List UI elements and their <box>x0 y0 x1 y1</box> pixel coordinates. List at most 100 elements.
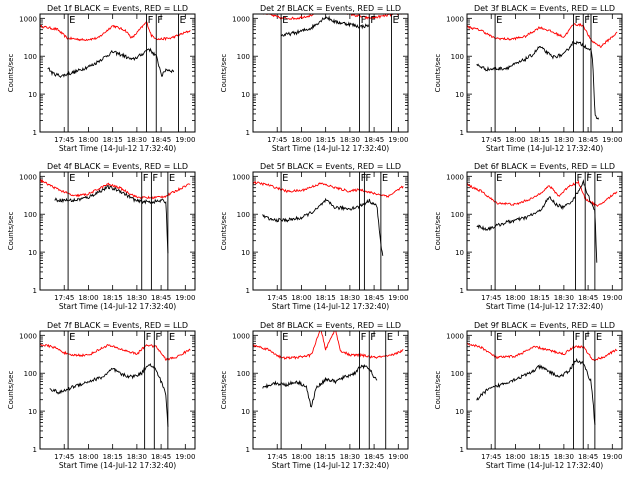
y-tick-label: 10 <box>241 249 250 257</box>
x-tick-label: 19:00 <box>602 294 622 302</box>
event-flag-label: F <box>361 332 367 343</box>
y-tick-label: 100 <box>451 53 464 61</box>
events-series-line <box>476 40 600 120</box>
x-tick-label: 17:45 <box>267 453 287 461</box>
x-tick-label: 17:45 <box>54 453 74 461</box>
y-tick-label: 10 <box>455 91 464 99</box>
y-tick-label: 10 <box>455 249 464 257</box>
x-tick-label: 18:00 <box>291 136 311 144</box>
event-flag-label: F <box>148 15 154 26</box>
y-tick-label: 10 <box>241 408 250 416</box>
lld-series-line <box>467 342 618 362</box>
chart-panel-7: Det 7f BLACK = Events, RED = LLD 1 10 100 10… <box>7 321 196 470</box>
event-flag-label: E <box>596 173 602 184</box>
event-flag-label: E <box>69 173 75 184</box>
event-flag-label: F <box>365 173 371 184</box>
x-tick-label: 17:45 <box>267 294 287 302</box>
lld-series-line <box>467 179 618 208</box>
x-tick-label: 18:45 <box>151 294 171 302</box>
event-flag-label: E <box>69 332 75 343</box>
y-axis-label: Counts/sec <box>7 54 15 93</box>
y-tick-label: 1 <box>33 446 37 454</box>
event-flag-label: F <box>575 332 581 343</box>
y-tick-label: 10 <box>28 91 37 99</box>
y-tick-label: 1000 <box>19 15 37 23</box>
event-flag-label: E <box>496 15 502 26</box>
y-tick-label: 1 <box>33 287 37 295</box>
x-tick-label: 17:45 <box>267 136 287 144</box>
x-axis-label: Start Time (14-Jul-12 17:32:40) <box>59 144 176 153</box>
x-tick-label: 18:15 <box>530 136 550 144</box>
event-flag-label: F <box>152 173 158 184</box>
x-axis-label: Start Time (14-Jul-12 17:32:40) <box>59 302 176 311</box>
x-axis-label: Start Time (14-Jul-12 17:32:40) <box>486 461 603 470</box>
event-flag-label: E <box>387 332 393 343</box>
x-tick-label: 18:15 <box>530 453 550 461</box>
chart-title: Det 8f BLACK = Events, RED = LLD <box>260 321 401 330</box>
x-tick-label: 18:00 <box>78 136 98 144</box>
y-axis-label: Counts/sec <box>434 371 442 410</box>
lld-series-line <box>253 331 404 360</box>
y-tick-label: 100 <box>237 53 250 61</box>
event-flag-label: E <box>282 332 288 343</box>
event-flag-label: E <box>180 15 186 26</box>
x-tick-label: 18:00 <box>505 453 525 461</box>
x-tick-label: 18:00 <box>291 453 311 461</box>
chart-title: Det 4f BLACK = Events, RED = LLD <box>47 162 188 171</box>
event-flag-label: E <box>496 332 502 343</box>
lld-series-line <box>253 180 404 198</box>
x-tick-label: 18:15 <box>103 136 123 144</box>
chart-panel-6: Det 6f BLACK = Events, RED = LLD 1 10 100 10… <box>434 162 623 311</box>
chart-panel-5: Det 5f BLACK = Events, RED = LLD 1 10 100 10… <box>220 162 409 311</box>
y-tick-label: 10 <box>28 249 37 257</box>
x-axis-label: Start Time (14-Jul-12 17:32:40) <box>486 302 603 311</box>
chart-panel-2: Det 2f BLACK = Events, RED = LLD 1 10 100 10… <box>220 4 409 153</box>
x-tick-label: 18:45 <box>151 453 171 461</box>
y-tick-label: 1 <box>460 446 464 454</box>
x-tick-label: 18:30 <box>554 453 574 461</box>
events-series-line <box>280 15 370 37</box>
plot-frame <box>252 171 409 291</box>
x-tick-label: 18:15 <box>530 294 550 302</box>
y-tick-label: 1000 <box>446 15 464 23</box>
y-tick-label: 100 <box>451 370 464 378</box>
x-tick-label: 18:00 <box>505 136 525 144</box>
x-tick-label: 19:00 <box>602 453 622 461</box>
events-series-line <box>262 197 384 256</box>
event-flag-label: F <box>586 173 592 184</box>
y-tick-label: 1 <box>246 129 250 137</box>
event-flag-label: E <box>69 15 75 26</box>
chart-title: Det 1f BLACK = Events, RED = LLD <box>47 4 188 13</box>
y-tick-label: 10 <box>241 91 250 99</box>
x-axis-label: Start Time (14-Jul-12 17:32:40) <box>59 461 176 470</box>
y-tick-label: 100 <box>24 53 37 61</box>
x-tick-label: 18:45 <box>151 136 171 144</box>
event-flag-label: E <box>596 332 602 343</box>
chart-panel-4: Det 4f BLACK = Events, RED = LLD 1 10 100 10… <box>7 162 196 311</box>
events-series-line <box>262 363 378 408</box>
event-flag-label: E <box>169 332 175 343</box>
y-tick-label: 1 <box>246 287 250 295</box>
lld-series-line <box>260 14 402 21</box>
y-axis-label: Counts/sec <box>7 212 15 251</box>
x-tick-label: 19:00 <box>388 453 408 461</box>
plot-frame <box>39 171 196 291</box>
event-flag-label: E <box>282 173 288 184</box>
events-series-line <box>476 179 598 263</box>
x-tick-label: 19:00 <box>388 294 408 302</box>
x-tick-label: 18:45 <box>578 136 598 144</box>
plot-frame <box>252 330 409 450</box>
y-tick-label: 1000 <box>19 332 37 340</box>
event-flag-label: E <box>393 15 399 26</box>
y-tick-label: 100 <box>24 211 37 219</box>
x-tick-label: 18:30 <box>554 294 574 302</box>
y-tick-label: 1000 <box>19 173 37 181</box>
plot-frame <box>252 13 409 133</box>
plot-frame <box>466 13 623 133</box>
event-flag-label: F <box>143 173 149 184</box>
x-tick-label: 18:15 <box>103 453 123 461</box>
event-flag-label: F <box>361 173 367 184</box>
chart-title: Det 9f BLACK = Events, RED = LLD <box>474 321 615 330</box>
x-tick-label: 18:00 <box>505 294 525 302</box>
